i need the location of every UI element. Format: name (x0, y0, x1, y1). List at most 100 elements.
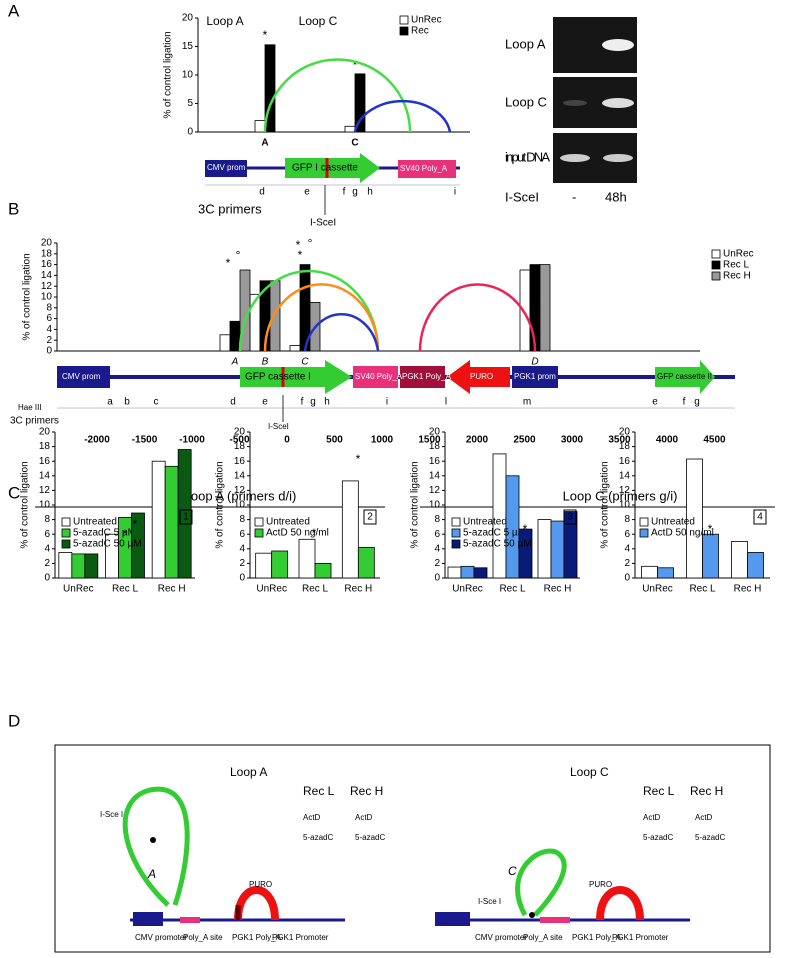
legend-label: Untreated (266, 517, 310, 528)
x-tick-label: B (262, 357, 269, 368)
y-tick-label: 20 (429, 427, 441, 438)
construct-map-b (57, 360, 735, 422)
bar (131, 512, 145, 579)
diagram-label: Poly_A site (183, 933, 223, 942)
bar (563, 511, 578, 579)
diagram-label: ActD (695, 813, 713, 822)
y-tick-label: 12 (39, 485, 51, 496)
y-tick-label: 14 (429, 470, 441, 481)
panel-number-box (563, 509, 577, 525)
y-tick-label: 6 (624, 529, 630, 540)
y-tick-label: 6 (44, 529, 50, 540)
diagram-label: ActD (355, 813, 373, 822)
legend-swatch (711, 249, 721, 259)
y-tick-label: 0 (434, 573, 440, 584)
isce-label: I-SceI (310, 218, 336, 229)
y-tick-label: 2 (434, 558, 440, 569)
annotation: * (263, 28, 268, 42)
x-tick-label: 2000 (466, 435, 489, 446)
primer-label: h (324, 397, 330, 408)
panel-number: 3 (567, 512, 573, 523)
y-tick-label: 20 (39, 427, 51, 438)
gel-row-label: Loop C (505, 94, 547, 109)
primer-label: g (310, 397, 316, 408)
x-tick-label: Rec L (499, 584, 526, 595)
primers-label: 3C primers (198, 201, 262, 216)
y-axis-label: % of control ligation (410, 461, 421, 548)
diagram-label: 5-azadC (695, 833, 725, 842)
diagram-label: Rec L (643, 784, 675, 798)
y-tick-label: 14 (39, 470, 51, 481)
y-tick-label: 4 (434, 543, 440, 554)
primer-label: e (652, 397, 658, 408)
legend-swatch (61, 528, 71, 538)
y-tick-label: 18 (234, 441, 246, 452)
x-tick-label: Rec L (302, 584, 329, 595)
diagram-label: PGK1 Promoter (612, 933, 669, 942)
x-tick-label: Rec L (689, 584, 716, 595)
primer-label: e (304, 187, 310, 198)
map-label: PGK1 Poly_A (402, 372, 452, 381)
gel-treatment: I-SceI (505, 189, 539, 204)
bar (550, 520, 565, 579)
x-tick-label: C (351, 138, 358, 149)
bar (447, 566, 462, 579)
map-label: GFP I cassette (292, 163, 358, 174)
annotation: * (312, 526, 317, 540)
primer-label: h (367, 187, 373, 198)
primer-label: i (386, 397, 388, 408)
y-tick-label: 10 (41, 292, 53, 303)
annotation: * (296, 238, 301, 252)
y-tick-label: 10 (619, 500, 631, 511)
isce-label: I-SceI (268, 422, 289, 431)
diagram-frame (54, 744, 771, 953)
y-tick-label: 18 (429, 441, 441, 452)
legend-label: Untreated (463, 517, 507, 528)
legend-label: UnRec (411, 15, 442, 26)
panel-header: Loop C (primers g/i) (563, 488, 678, 503)
x-tick-label: 4500 (703, 435, 726, 446)
bar (289, 345, 301, 352)
annotation: * (708, 522, 713, 536)
bar (84, 553, 99, 579)
legend-label: 5-azadC 50 µM (73, 539, 142, 550)
y-tick-label: 10 (182, 70, 194, 81)
legend-swatch (451, 539, 461, 549)
x-tick-label: 2500 (513, 435, 536, 446)
primer-label: g (694, 397, 700, 408)
y-tick-label: 10 (234, 500, 246, 511)
y-tick-label: 16 (39, 456, 51, 467)
y-tick-label: 15 (182, 41, 194, 52)
y-tick-label: 12 (429, 485, 441, 496)
legend-label: Untreated (651, 517, 695, 528)
y-tick-label: 20 (234, 427, 246, 438)
diagram-label: Rec H (690, 784, 723, 798)
map-label: CMV prom (207, 163, 246, 172)
bar (354, 73, 366, 133)
x-tick-label: UnRec (452, 584, 483, 595)
legend-label: ActD 50 ng/ml (651, 528, 714, 539)
x-tick-label: Rec H (544, 584, 572, 595)
bar (473, 567, 488, 579)
y-tick-label: 8 (434, 514, 440, 525)
bar (702, 533, 719, 579)
legend-swatch (639, 528, 649, 538)
legend-label: Rec H (723, 271, 751, 282)
bar (686, 458, 703, 579)
legend-swatch (254, 517, 264, 527)
bar (254, 120, 266, 133)
y-tick-label: 2 (239, 558, 245, 569)
bar (519, 269, 531, 352)
diagram-label: PGK1 Poly_A (572, 933, 622, 942)
diagram-label: 5-azadC (355, 833, 385, 842)
x-tick-label: Rec H (158, 584, 186, 595)
legend-label: Untreated (73, 517, 117, 528)
y-tick-label: 16 (619, 456, 631, 467)
legend-swatch (61, 539, 71, 549)
primers-label: 3C primers (10, 416, 59, 427)
x-tick-label: -500 (229, 435, 249, 446)
y-tick-label: 20 (41, 238, 53, 249)
diagram-label: PGK1 Poly_A (232, 933, 282, 942)
legend-swatch (451, 517, 461, 527)
